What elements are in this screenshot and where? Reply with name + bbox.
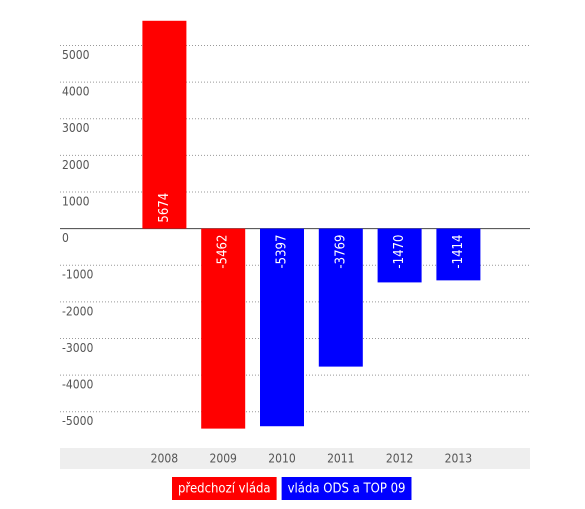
x-tick-label: 2013	[445, 452, 472, 466]
y-tick-label: -5000	[62, 414, 93, 428]
y-tick-label: 2000	[62, 158, 90, 172]
x-tick-label: 2011	[327, 452, 354, 466]
legend-box	[172, 477, 277, 500]
bar	[436, 228, 481, 281]
y-tick-label: 5000	[62, 48, 90, 62]
value-label: -3769	[333, 235, 348, 269]
y-tick-label: -1000	[62, 268, 93, 282]
x-tick-label: 2010	[268, 452, 296, 466]
value-label: -1470	[392, 235, 407, 269]
legend-item: vláda ODS a TOP 09	[281, 477, 412, 500]
bar	[318, 228, 363, 367]
value-label: -5462	[216, 235, 231, 269]
category-strip	[60, 448, 530, 469]
y-tick-label: 3000	[62, 121, 90, 135]
legend-label: vláda ODS a TOP 09	[288, 482, 406, 497]
y-tick-label: -2000	[62, 304, 93, 318]
x-tick-label: 2009	[209, 452, 237, 466]
value-label: 5674	[157, 193, 172, 223]
y-tick-label: 1000	[62, 194, 90, 208]
x-tick-label: 2008	[151, 452, 179, 466]
y-tick-label: -3000	[62, 341, 93, 355]
x-tick-label: 2012	[386, 452, 413, 466]
bar	[377, 228, 422, 283]
y-tick-label: -4000	[62, 378, 93, 392]
bar	[260, 228, 304, 427]
bar	[201, 228, 246, 429]
y-tick-label: 4000	[62, 85, 90, 99]
legend-label: předchozí vláda	[178, 482, 271, 497]
y-tick-label: 0	[62, 231, 69, 245]
legend-box	[281, 477, 412, 500]
value-label: -5397	[275, 235, 290, 269]
legend-item: předchozí vláda	[172, 477, 277, 500]
value-label: -1414	[451, 235, 466, 269]
bar	[142, 20, 187, 229]
